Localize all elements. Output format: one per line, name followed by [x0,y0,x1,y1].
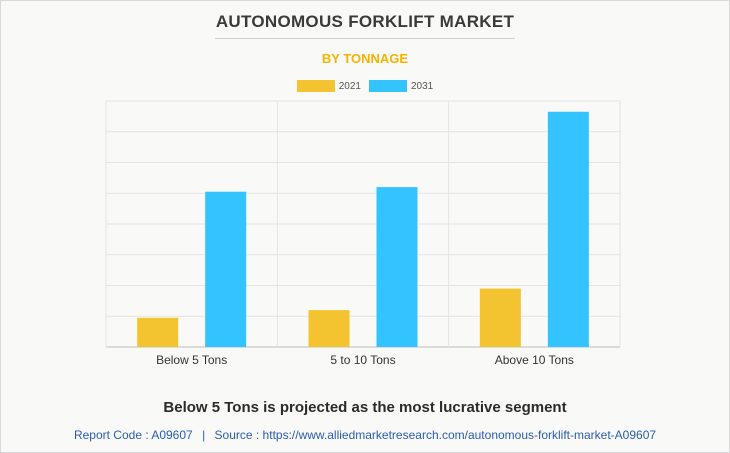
legend-item-2021[interactable]: 2021 [296,80,361,92]
bar-2021-2[interactable] [308,310,350,347]
legend-swatch-2031 [369,80,407,92]
bar-2031-2[interactable] [376,187,418,347]
x-tick-label: Above 10 Tons [495,353,574,367]
legend-item-2031[interactable]: 2031 [369,80,433,92]
legend-swatch-2021 [296,80,335,92]
x-tick-label: Below 5 Tons [156,353,227,367]
chart-title: AUTONOMOUS FORKLIFT MARKET [215,12,515,31]
source-link[interactable]: Source : https://www.alliedmarketresearc… [214,428,657,442]
legend-label-2021: 2021 [338,80,361,92]
title-divider [215,38,515,39]
bar-2031-3[interactable] [547,111,589,347]
report-code: Report Code : A09607 [73,428,193,442]
footer-separator: | [202,428,206,442]
chart-subtitle: BY TONNAGE [321,51,409,66]
footer: Report Code : A09607 | Source : https://… [0,428,730,442]
legend-label-2031: 2031 [411,80,434,92]
legend: 2021 2031 [0,80,730,92]
bar-2021-3[interactable] [479,288,521,347]
bar-2031-1[interactable] [205,191,247,347]
x-tick-label: 5 to 10 Tons [330,353,395,367]
bar-2021-1[interactable] [137,317,179,347]
chart-caption: Below 5 Tons is projected as the most lu… [163,399,567,416]
